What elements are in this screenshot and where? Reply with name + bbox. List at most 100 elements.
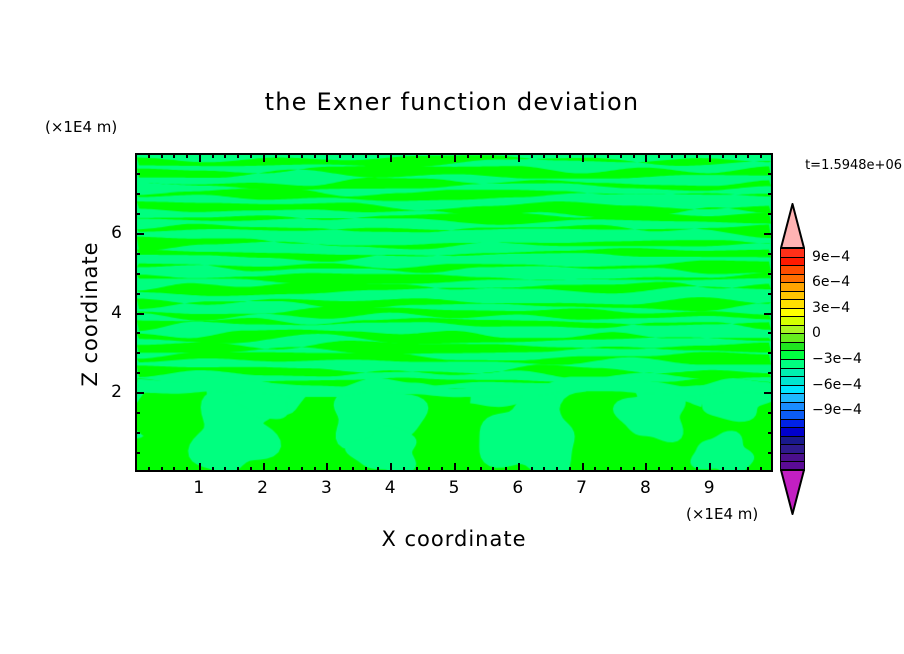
x-tick-top: [441, 153, 443, 158]
contour-field: [137, 155, 771, 470]
x-tick-top: [735, 153, 737, 158]
x-tick-top: [543, 153, 545, 158]
x-tick-top: [722, 153, 724, 158]
x-tick-top: [709, 153, 711, 162]
colorbar: [780, 248, 805, 471]
y-tick-right: [768, 193, 773, 195]
x-tick-label: 9: [703, 478, 715, 498]
x-tick-bottom: [505, 467, 507, 472]
x-tick-top: [492, 153, 494, 158]
x-tick-top: [569, 153, 571, 158]
x-tick-top: [594, 153, 596, 158]
x-tick-bottom: [760, 467, 762, 472]
x-tick-label: 4: [384, 478, 396, 498]
y-tick-right: [764, 392, 773, 394]
colorbar-tick-label: −9e−4: [812, 402, 862, 419]
y-tick-left: [135, 273, 140, 275]
y-tick-right: [768, 253, 773, 255]
x-tick-top: [582, 153, 584, 162]
x-tick-bottom: [671, 467, 673, 472]
x-tick-top: [173, 153, 175, 158]
y-axis-title: Z coordinate: [78, 241, 102, 387]
y-tick-left: [135, 452, 140, 454]
x-tick-bottom: [186, 467, 188, 472]
x-tick-bottom: [607, 467, 609, 472]
x-tick-bottom: [556, 467, 558, 472]
z-axis-units-label: (×1E4 m): [45, 118, 118, 136]
x-tick-top: [263, 153, 265, 162]
x-tick-top: [684, 153, 686, 158]
x-tick-bottom: [492, 467, 494, 472]
colorbar-tick-label: −3e−4: [812, 351, 862, 367]
colorbar-bottom-arrow-icon: [780, 469, 805, 515]
x-tick-top: [467, 153, 469, 158]
x-tick-bottom: [403, 467, 405, 472]
x-tick-label: 6: [512, 478, 524, 498]
x-tick-bottom: [428, 467, 430, 472]
x-tick-bottom: [709, 463, 711, 472]
time-annotation: t=1.5948e+06: [805, 158, 902, 173]
x-tick-bottom: [377, 467, 379, 472]
x-tick-top: [237, 153, 239, 158]
x-tick-bottom: [518, 463, 520, 472]
x-tick-bottom: [531, 467, 533, 472]
x-tick-top: [339, 153, 341, 158]
y-tick-label: 4: [111, 302, 122, 323]
x-tick-top: [556, 153, 558, 158]
y-tick-left: [135, 332, 140, 334]
x-tick-bottom: [684, 467, 686, 472]
x-tick-bottom: [658, 467, 660, 472]
y-tick-left: [135, 313, 144, 315]
y-tick-left: [135, 173, 140, 175]
colorbar-tick-label: 9e−4: [812, 248, 851, 265]
x-tick-bottom: [275, 467, 277, 472]
x-tick-bottom: [237, 467, 239, 472]
x-tick-top: [480, 153, 482, 158]
x-tick-bottom: [747, 467, 749, 472]
x-tick-top: [658, 153, 660, 158]
x-tick-bottom: [326, 463, 328, 472]
x-tick-label: 8: [639, 478, 651, 498]
x-tick-top: [671, 153, 673, 158]
x-tick-bottom: [633, 467, 635, 472]
x-tick-bottom: [352, 467, 354, 472]
x-tick-top: [505, 153, 507, 158]
x-tick-top: [518, 153, 520, 162]
y-tick-left: [135, 372, 140, 374]
x-tick-bottom: [594, 467, 596, 472]
x-tick-top: [645, 153, 647, 162]
y-tick-right: [768, 432, 773, 434]
x-tick-bottom: [735, 467, 737, 472]
x-axis-units-label: (×1E4 m): [686, 505, 759, 523]
page-title: the Exner function deviation: [264, 88, 640, 116]
x-tick-label: 7: [576, 478, 588, 498]
x-tick-top: [326, 153, 328, 162]
y-tick-right: [764, 313, 773, 315]
x-tick-bottom: [441, 467, 443, 472]
y-tick-left: [135, 233, 144, 235]
x-tick-bottom: [582, 463, 584, 472]
x-tick-bottom: [543, 467, 545, 472]
x-tick-top: [365, 153, 367, 158]
x-tick-top: [416, 153, 418, 158]
y-tick-label: 6: [111, 222, 122, 243]
x-tick-bottom: [339, 467, 341, 472]
x-tick-bottom: [454, 463, 456, 472]
x-tick-bottom: [148, 467, 150, 472]
x-tick-top: [747, 153, 749, 158]
x-tick-label: 1: [193, 478, 205, 498]
colorbar-tick-label: 6e−4: [812, 274, 851, 291]
x-tick-top: [224, 153, 226, 158]
y-tick-label: 2: [111, 382, 122, 403]
x-tick-top: [161, 153, 163, 158]
x-tick-bottom: [301, 467, 303, 472]
x-tick-top: [403, 153, 405, 158]
x-tick-bottom: [263, 463, 265, 472]
x-tick-bottom: [416, 467, 418, 472]
y-tick-right: [768, 213, 773, 215]
x-tick-top: [620, 153, 622, 158]
x-tick-top: [314, 153, 316, 158]
x-tick-top: [212, 153, 214, 158]
x-tick-top: [352, 153, 354, 158]
